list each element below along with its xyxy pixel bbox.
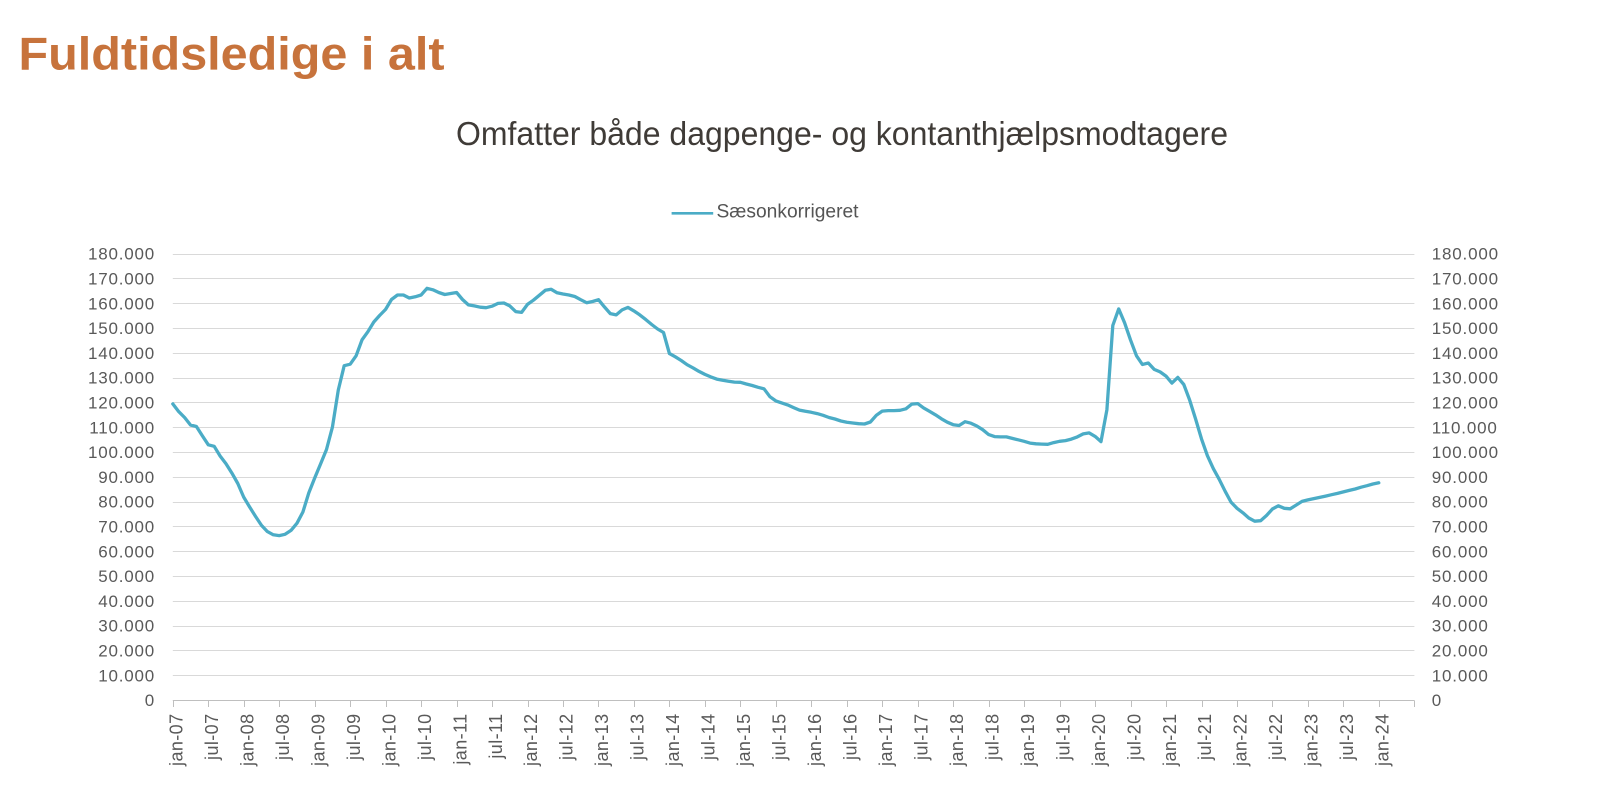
svg-text:jan-16: jan-16 [805, 714, 825, 767]
svg-text:130.000: 130.000 [88, 369, 155, 388]
svg-text:jul-15: jul-15 [770, 714, 790, 761]
svg-text:60.000: 60.000 [98, 542, 155, 561]
svg-text:160.000: 160.000 [1432, 294, 1499, 313]
svg-text:jan-19: jan-19 [1018, 714, 1038, 767]
svg-text:jan-11: jan-11 [450, 714, 470, 766]
svg-text:70.000: 70.000 [98, 518, 155, 537]
svg-text:jan-09: jan-09 [308, 714, 328, 767]
svg-text:Fuldtidsledige i alt: Fuldtidsledige i alt [19, 28, 445, 80]
svg-text:jan-12: jan-12 [521, 714, 541, 767]
svg-text:150.000: 150.000 [88, 319, 155, 338]
svg-text:140.000: 140.000 [88, 344, 155, 363]
svg-text:30.000: 30.000 [98, 617, 155, 636]
svg-text:40.000: 40.000 [1432, 592, 1489, 611]
svg-text:jul-12: jul-12 [557, 714, 577, 761]
svg-text:jan-21: jan-21 [1160, 714, 1180, 767]
svg-text:180.000: 180.000 [1432, 245, 1499, 264]
svg-text:170.000: 170.000 [1432, 270, 1499, 289]
svg-text:jan-17: jan-17 [876, 714, 896, 767]
svg-text:90.000: 90.000 [1432, 468, 1489, 487]
svg-text:jan-13: jan-13 [592, 714, 612, 767]
svg-text:jan-15: jan-15 [734, 714, 754, 767]
svg-text:jan-18: jan-18 [947, 714, 967, 767]
svg-text:0: 0 [145, 691, 155, 710]
svg-text:jan-24: jan-24 [1373, 714, 1393, 767]
svg-text:150.000: 150.000 [1432, 319, 1499, 338]
svg-text:jul-08: jul-08 [273, 714, 293, 761]
svg-text:jul-11: jul-11 [486, 714, 506, 760]
svg-text:jul-21: jul-21 [1195, 714, 1215, 761]
svg-text:20.000: 20.000 [1432, 642, 1489, 661]
svg-text:jan-07: jan-07 [167, 714, 187, 767]
svg-text:80.000: 80.000 [98, 493, 155, 512]
svg-text:jul-19: jul-19 [1053, 714, 1073, 761]
svg-text:jan-14: jan-14 [663, 714, 683, 767]
svg-text:10.000: 10.000 [1432, 666, 1489, 685]
svg-text:jul-20: jul-20 [1124, 714, 1144, 761]
svg-text:130.000: 130.000 [1432, 369, 1499, 388]
svg-text:90.000: 90.000 [98, 468, 155, 487]
svg-text:100.000: 100.000 [88, 443, 155, 462]
svg-text:jan-23: jan-23 [1302, 714, 1322, 767]
svg-text:40.000: 40.000 [98, 592, 155, 611]
svg-text:160.000: 160.000 [88, 294, 155, 313]
svg-text:Sæsonkorrigeret: Sæsonkorrigeret [717, 201, 860, 222]
svg-text:jul-18: jul-18 [982, 714, 1002, 761]
svg-text:0: 0 [1432, 691, 1442, 710]
svg-text:60.000: 60.000 [1432, 542, 1489, 561]
svg-text:50.000: 50.000 [98, 567, 155, 586]
svg-text:jan-22: jan-22 [1231, 714, 1251, 767]
svg-text:120.000: 120.000 [1432, 394, 1499, 413]
svg-text:jul-13: jul-13 [628, 714, 648, 761]
svg-text:jul-17: jul-17 [912, 714, 932, 761]
svg-text:140.000: 140.000 [1432, 344, 1499, 363]
svg-text:jul-16: jul-16 [841, 714, 861, 761]
svg-text:jan-08: jan-08 [237, 714, 257, 767]
svg-text:jan-10: jan-10 [379, 714, 399, 767]
svg-text:jul-23: jul-23 [1337, 714, 1357, 761]
svg-text:180.000: 180.000 [88, 245, 155, 264]
svg-text:jul-10: jul-10 [415, 714, 435, 761]
svg-text:jul-14: jul-14 [699, 714, 719, 761]
svg-text:80.000: 80.000 [1432, 493, 1489, 512]
svg-text:20.000: 20.000 [98, 642, 155, 661]
svg-text:70.000: 70.000 [1432, 518, 1489, 537]
svg-text:jan-20: jan-20 [1089, 714, 1109, 767]
svg-text:110.000: 110.000 [1432, 418, 1498, 437]
svg-text:10.000: 10.000 [98, 666, 155, 685]
svg-text:120.000: 120.000 [88, 394, 155, 413]
svg-text:jul-09: jul-09 [344, 714, 364, 761]
svg-text:50.000: 50.000 [1432, 567, 1489, 586]
svg-text:170.000: 170.000 [88, 270, 155, 289]
svg-text:Omfatter både dagpenge- og kon: Omfatter både dagpenge- og kontanthjælps… [456, 115, 1228, 152]
svg-text:30.000: 30.000 [1432, 617, 1489, 636]
svg-text:100.000: 100.000 [1432, 443, 1499, 462]
svg-text:jul-07: jul-07 [202, 714, 222, 761]
svg-text:jul-22: jul-22 [1266, 714, 1286, 761]
svg-text:110.000: 110.000 [89, 418, 155, 437]
